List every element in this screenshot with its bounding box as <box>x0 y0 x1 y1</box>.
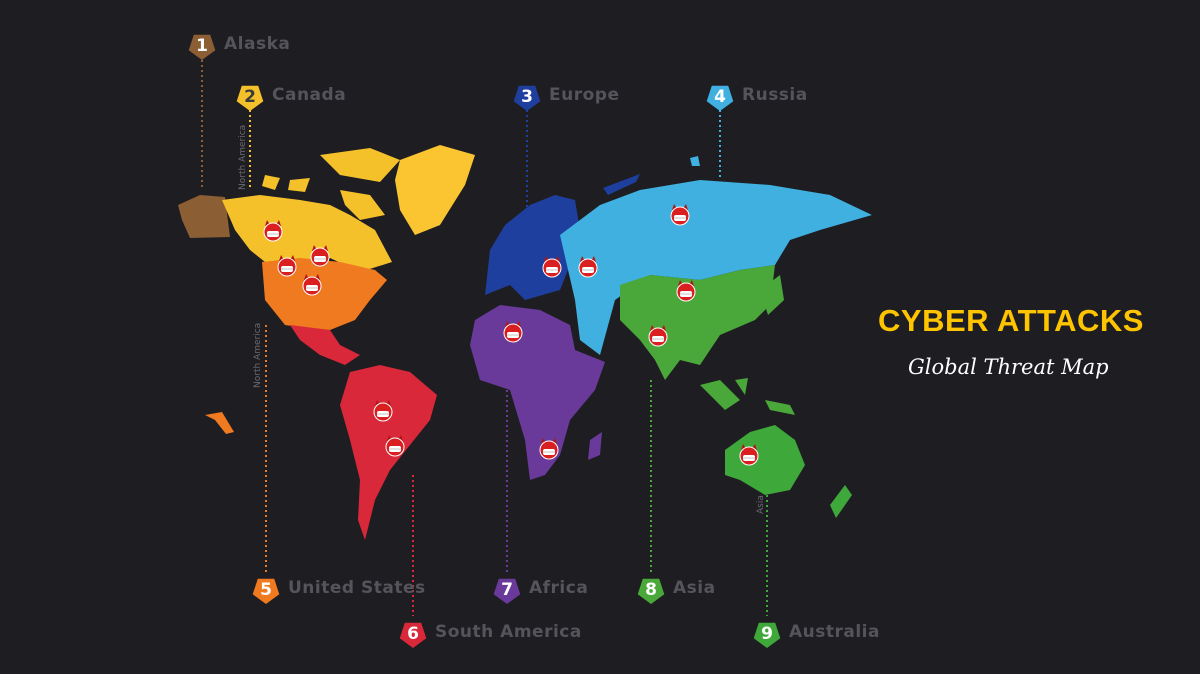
pentagon-badge-icon <box>706 85 734 111</box>
devil-face-icon <box>310 245 330 267</box>
page-title: CYBER ATTACKS <box>878 303 1144 338</box>
devil-face-icon <box>542 256 562 278</box>
map-united-states <box>205 258 387 434</box>
map-russia <box>560 156 872 355</box>
region-marker-europe: 3 <box>513 85 541 111</box>
map-africa <box>470 305 605 480</box>
region-number: 7 <box>501 580 513 600</box>
region-marker-asia: 8 <box>637 578 665 604</box>
devil-face-icon <box>676 280 696 302</box>
devil-face-icon <box>385 435 405 457</box>
region-number: 9 <box>761 624 773 644</box>
continent-label-asia: Asia <box>756 495 766 514</box>
region-marker-alaska: 1 <box>188 34 216 60</box>
map-alaska <box>178 195 230 238</box>
devil-face-icon <box>670 204 690 226</box>
devil-face-icon <box>263 220 283 242</box>
pentagon-badge-icon <box>399 622 427 648</box>
region-marker-south-america: 6 <box>399 622 427 648</box>
region-label: Russia <box>742 85 808 105</box>
page-subtitle: Global Threat Map <box>908 355 1109 379</box>
region-number: 3 <box>521 87 533 107</box>
region-number: 5 <box>260 580 272 600</box>
region-marker-australia: 9 <box>753 622 781 648</box>
region-label: Alaska <box>224 34 291 54</box>
pentagon-badge-icon <box>188 34 216 60</box>
region-number: 4 <box>714 87 726 107</box>
region-marker-canada: 2 <box>236 85 264 111</box>
devil-face-icon <box>648 325 668 347</box>
region-marker-russia: 4 <box>706 85 734 111</box>
devil-face-icon <box>739 444 759 466</box>
region-number: 6 <box>407 624 419 644</box>
devil-face-icon <box>277 255 297 277</box>
pentagon-badge-icon <box>753 622 781 648</box>
region-label: South America <box>435 622 582 642</box>
map-asia <box>620 265 795 415</box>
region-number: 2 <box>244 87 256 107</box>
pentagon-badge-icon <box>493 578 521 604</box>
map-australia <box>725 425 852 518</box>
region-number: 1 <box>196 36 208 56</box>
region-label: United States <box>288 578 426 598</box>
map-south-america <box>290 325 437 540</box>
map-canada <box>222 145 475 272</box>
region-label: Asia <box>673 578 716 598</box>
region-label: Europe <box>549 85 620 105</box>
pentagon-badge-icon <box>637 578 665 604</box>
continent-label-north-america-2: North America <box>253 322 263 388</box>
pentagon-badge-icon <box>513 85 541 111</box>
region-number: 8 <box>645 580 657 600</box>
region-marker-united-states: 5 <box>252 578 280 604</box>
region-label: Canada <box>272 85 347 105</box>
devil-face-icon <box>503 321 523 343</box>
region-label: Australia <box>789 622 880 642</box>
region-marker-africa: 7 <box>493 578 521 604</box>
devil-face-icon <box>373 400 393 422</box>
devil-face-icon <box>539 438 559 460</box>
pentagon-badge-icon <box>236 85 264 111</box>
region-label: Africa <box>529 578 589 598</box>
devil-face-icon <box>302 274 322 296</box>
devil-face-icon <box>578 256 598 278</box>
pentagon-badge-icon <box>252 578 280 604</box>
continent-label-north-america: North America <box>238 124 248 190</box>
